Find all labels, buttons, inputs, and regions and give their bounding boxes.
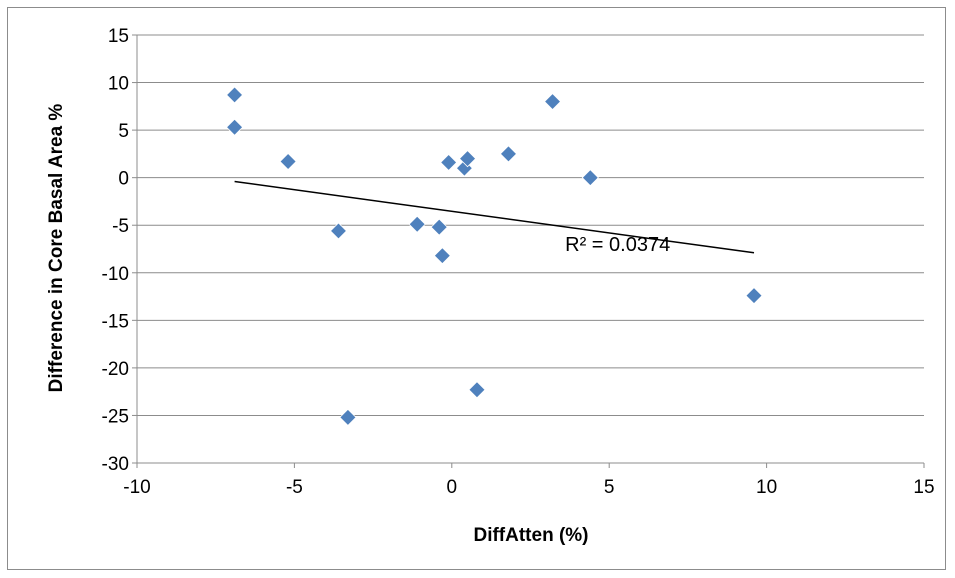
y-tick-label: -30 <box>102 454 129 475</box>
y-tick-label: -25 <box>102 406 129 427</box>
x-tick-label: 0 <box>447 477 458 498</box>
gridlines <box>137 34 924 416</box>
x-tick-label: -10 <box>123 477 150 498</box>
data-point <box>279 152 297 171</box>
y-tick-label: -15 <box>102 311 129 332</box>
y-axis-title: Difference in Core Basal Area % <box>46 104 67 393</box>
y-tick-label: -20 <box>102 359 129 380</box>
data-point <box>440 153 458 172</box>
data-point <box>430 218 448 236</box>
data-point <box>408 215 426 233</box>
trendline <box>234 180 755 254</box>
x-tick-label: 10 <box>756 477 777 498</box>
data-point <box>226 118 244 136</box>
data-point <box>433 247 451 265</box>
data-point <box>468 381 486 399</box>
data-point <box>226 86 244 104</box>
trendline-layer <box>234 180 755 254</box>
x-tick-label: -5 <box>286 477 303 498</box>
data-point <box>543 93 562 111</box>
r-squared-label: R² = 0.0374 <box>565 234 670 256</box>
y-tick-label: 10 <box>108 74 129 95</box>
data-point <box>745 287 763 305</box>
data-points <box>226 86 763 426</box>
x-tick-label: 15 <box>913 477 934 498</box>
data-point <box>581 169 599 187</box>
y-tick-label: 15 <box>108 26 129 47</box>
data-point <box>329 222 348 240</box>
data-point <box>339 408 357 426</box>
data-point <box>499 145 518 163</box>
annotations: R² = 0.0374 <box>565 234 670 256</box>
data-point <box>458 150 477 168</box>
y-tick-label: 5 <box>118 121 129 142</box>
axes <box>132 34 925 468</box>
chart-frame <box>7 7 946 570</box>
y-tick-label: -10 <box>102 264 129 285</box>
x-axis-title: DiffAtten (%) <box>473 525 588 546</box>
y-tick-label: -5 <box>112 216 129 237</box>
y-tick-label: 0 <box>118 169 129 190</box>
x-tick-label: 5 <box>604 477 615 498</box>
